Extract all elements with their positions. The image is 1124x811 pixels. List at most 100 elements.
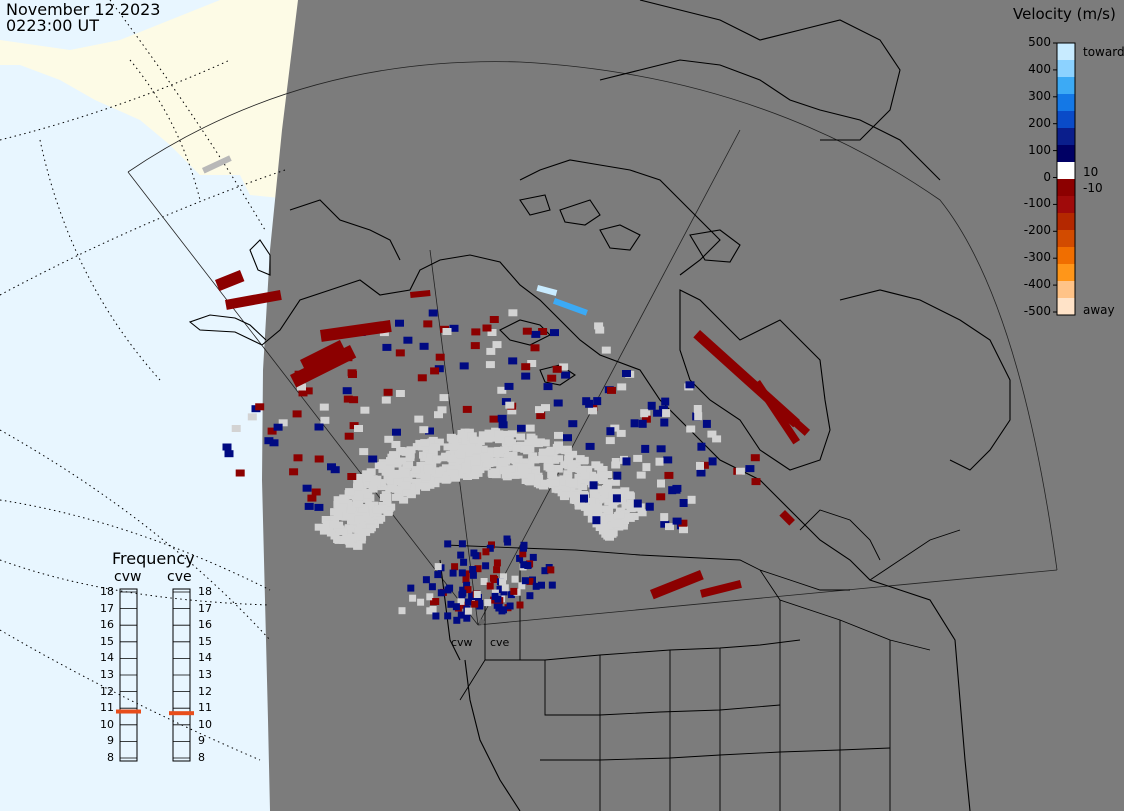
political-borders: [444, 509, 961, 811]
ground-scatter-cell: [530, 456, 540, 464]
ground-scatter-cell: [451, 474, 460, 482]
ground-scatter-cell: [620, 517, 629, 525]
ground-scatter-cell: [626, 499, 636, 507]
velocity-cell: [588, 407, 597, 415]
velocity-cell: [712, 435, 722, 443]
ground-scatter-cell: [587, 515, 597, 523]
ground-scatter-cell: [564, 451, 574, 459]
ground-scatter-cell: [434, 475, 444, 483]
velocity-streak: [300, 339, 345, 369]
velocity-cell: [458, 540, 466, 548]
ground-scatter-cell: [525, 445, 535, 453]
velocity-cell: [622, 370, 631, 377]
ground-scatter-cell: [500, 467, 510, 475]
frequency-tick-right: 13: [198, 668, 212, 681]
colorbar-away-label: away: [1083, 303, 1115, 317]
velocity-cell: [384, 435, 394, 443]
velocity-cell: [612, 494, 621, 503]
velocity-cell: [519, 550, 527, 558]
ground-scatter-cell: [392, 493, 401, 501]
ground-scatter-cell: [411, 487, 420, 495]
velocity-cell: [491, 576, 499, 583]
ground-scatter-cell: [598, 517, 608, 525]
velocity-cell: [517, 424, 526, 432]
ground-scatter-cell: [603, 471, 613, 478]
ground-scatter-cell: [354, 493, 364, 501]
ground-scatter-cell: [619, 492, 629, 500]
ground-scatter-cell: [501, 430, 511, 438]
velocity-cell: [610, 424, 620, 432]
velocity-cell: [751, 478, 761, 486]
ground-scatter-cell: [348, 533, 358, 541]
ground-scatter-cell: [578, 483, 588, 491]
velocity-cell: [432, 598, 440, 605]
ground-scatter-cell: [610, 478, 620, 486]
velocity-cell: [423, 320, 433, 328]
velocity-cell: [425, 427, 434, 435]
land-area: [0, 0, 300, 200]
velocity-cell: [525, 424, 535, 432]
ground-scatter-cell: [617, 497, 627, 505]
frequency-radar-cve: cve: [167, 569, 192, 585]
velocity-cell: [381, 396, 391, 404]
velocity-cell: [469, 566, 477, 573]
velocity-cell: [616, 429, 626, 437]
velocity-cell: [469, 571, 477, 579]
velocity-cell: [432, 612, 440, 620]
ground-scatter-cell: [334, 536, 344, 544]
velocity-cell: [521, 577, 529, 585]
velocity-cell: [633, 454, 643, 462]
ground-scatter-cell: [356, 523, 366, 531]
ground-scatter-cell: [386, 457, 395, 465]
velocity-cell: [500, 588, 508, 596]
colorbar-swatch: [1057, 162, 1075, 180]
ground-scatter-cell: [333, 511, 343, 519]
ground-scatter-cell: [424, 443, 434, 451]
ground-scatter-cell: [338, 528, 348, 536]
ground-scatter-cell: [401, 481, 411, 489]
velocity-cell: [678, 519, 688, 527]
colorbar-swatch: [1057, 179, 1075, 197]
velocity-cell: [553, 399, 563, 407]
velocity-cell: [493, 559, 501, 567]
colorbar-swatch: [1057, 247, 1075, 265]
velocity-cell: [302, 484, 312, 492]
ground-scatter-cell: [458, 444, 468, 452]
ground-scatter-cell: [377, 483, 387, 491]
velocity-cell: [589, 481, 598, 490]
velocity-cell: [462, 405, 472, 413]
frequency-tick-right: 18: [198, 585, 212, 598]
velocity-cell: [464, 607, 472, 615]
ground-scatter-cell: [357, 533, 367, 541]
ground-scatter-cell: [416, 462, 426, 469]
velocity-cell: [585, 399, 594, 408]
ground-scatter-cell: [615, 511, 625, 519]
ground-scatter-cell: [400, 469, 410, 476]
velocity-cell: [398, 607, 406, 615]
ground-scatter-cell: [423, 464, 433, 472]
ground-scatter-cell: [483, 435, 493, 443]
velocity-cell: [471, 328, 481, 336]
velocity-cell: [606, 427, 615, 436]
velocity-cell: [745, 465, 755, 473]
ground-scatter-cell: [615, 507, 625, 515]
site-label-cvw: cvw: [451, 636, 473, 649]
velocity-cell: [383, 388, 393, 396]
ground-scatter-cell: [464, 428, 474, 436]
ground-scatter-cell: [599, 512, 609, 520]
velocity-cell: [392, 428, 401, 436]
frequency-tick-right: 15: [198, 634, 212, 648]
velocity-cell: [482, 548, 490, 556]
velocity-cell: [506, 602, 514, 610]
velocity-cell: [653, 409, 663, 417]
velocity-cell: [484, 599, 492, 607]
velocity-cell: [581, 471, 590, 480]
velocity-cell: [347, 369, 357, 377]
velocity-cell: [460, 558, 468, 566]
frequency-tick-left: 14: [100, 651, 114, 665]
ground-scatter-cell: [512, 464, 522, 471]
velocity-cell: [314, 503, 324, 511]
velocity-cell: [493, 566, 501, 574]
velocity-cell: [531, 330, 541, 338]
colorbar-tick-label: 400: [1028, 61, 1051, 76]
